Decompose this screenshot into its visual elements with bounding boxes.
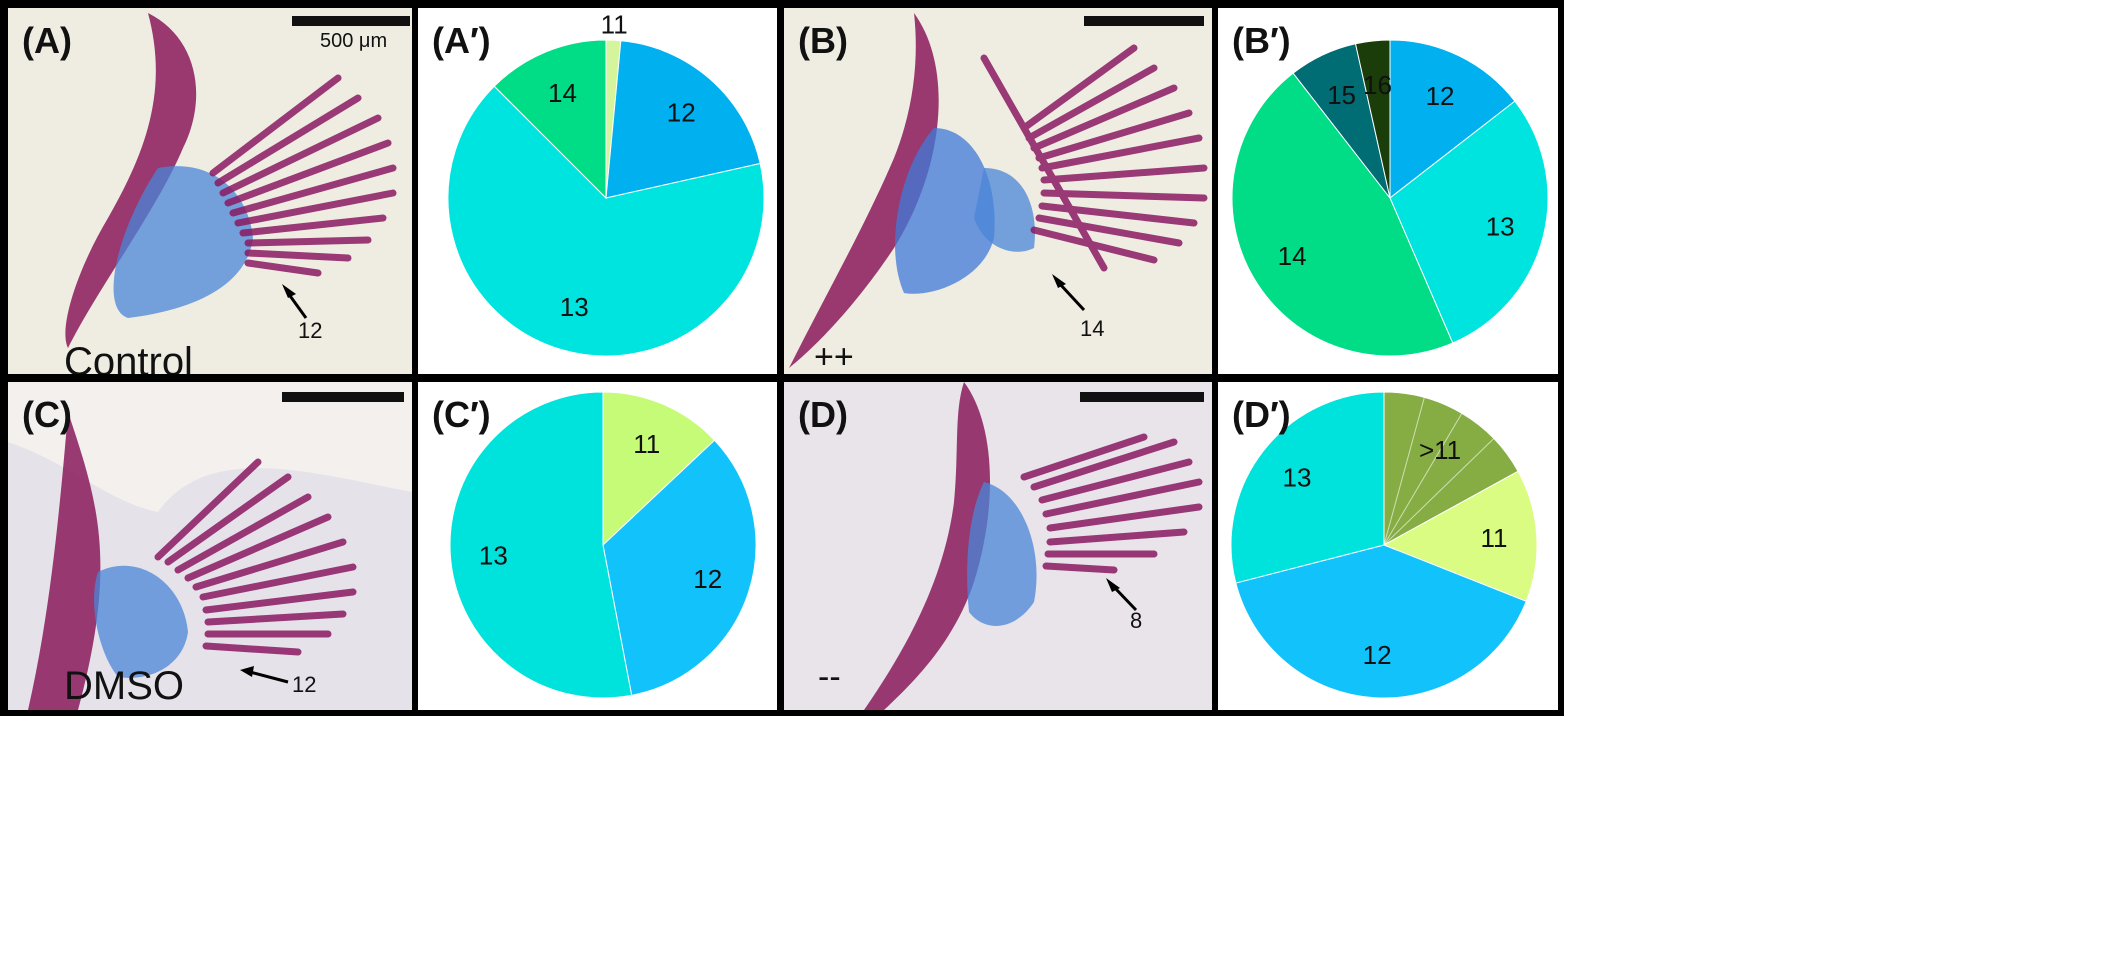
arrow-label: 8 xyxy=(1130,608,1143,633)
panel-label: (D) xyxy=(798,394,848,435)
pie-slice-13 xyxy=(1389,100,1549,344)
pie-slice-14 xyxy=(493,39,607,200)
fin-specimen-image xyxy=(864,382,1203,710)
arrow xyxy=(286,292,308,319)
panel-label: (C) xyxy=(22,394,72,435)
pie-slice-13 xyxy=(449,391,633,699)
pie-slice-label: 12 xyxy=(1426,81,1455,111)
pie-slice-16 xyxy=(1354,39,1391,199)
pie-slice-label: 13 xyxy=(1486,211,1515,241)
bottom-margin xyxy=(0,716,1564,973)
scale-bar xyxy=(1080,392,1204,402)
panel-label: (C′) xyxy=(432,394,491,435)
pie-slice-label: 13 xyxy=(479,540,508,570)
slice-divider xyxy=(1383,438,1495,546)
pie-slice-label: 15 xyxy=(1327,80,1356,110)
panel-label: (A) xyxy=(22,20,72,61)
pie-slice-label: 13 xyxy=(1282,462,1311,492)
panel-a-photo: (A) 500 μm 12 Control xyxy=(8,8,412,374)
pie-slice-12 xyxy=(605,40,761,199)
panel-label: (D′) xyxy=(1232,394,1291,435)
pie-chart: 12 13 14 15 16 xyxy=(1231,39,1549,357)
pie-slice-11 xyxy=(1382,470,1538,602)
pie-chart: 11 12 13 xyxy=(449,391,757,699)
pie-slice-label: 12 xyxy=(693,564,722,594)
slice-divider xyxy=(1383,397,1425,546)
pie-slice-gt11 xyxy=(1383,391,1519,546)
pie-slice-label: 11 xyxy=(601,9,628,39)
pie-chart: 11 12 13 14 xyxy=(447,9,765,357)
panel-label: (B) xyxy=(798,20,848,61)
panel-a-prime-pie: 11 12 13 14 (A′) xyxy=(418,8,777,374)
pie-slice-label: 12 xyxy=(667,98,696,128)
slice-divider xyxy=(1383,413,1463,546)
panel-caption: DMSO xyxy=(64,664,184,708)
pie-slice-12 xyxy=(1389,39,1516,200)
pie-slice-12 xyxy=(602,439,757,696)
arrow-label: 14 xyxy=(1080,316,1105,341)
panel-b-photo: (B) 14 ++ xyxy=(784,8,1212,374)
panel-caption: -- xyxy=(818,658,841,696)
fin-specimen-image xyxy=(8,382,412,710)
pie-slice-12 xyxy=(1235,544,1527,699)
panel-label: (A′) xyxy=(432,20,491,61)
pie-slice-label: >11 xyxy=(1419,435,1461,465)
pie-chart: >11 11 12 13 xyxy=(1230,391,1538,699)
scale-label: 500 μm xyxy=(320,30,388,52)
panel-caption: ++ xyxy=(814,338,854,374)
panel-c-prime-pie: 11 12 13 (C′) xyxy=(418,382,777,710)
pie-slice-label: 16 xyxy=(1363,70,1392,100)
panel-caption: Control xyxy=(64,340,193,374)
arrow-label: 12 xyxy=(292,672,317,697)
fin-specimen-image xyxy=(65,13,397,348)
arrow-label: 12 xyxy=(298,318,323,343)
pie-slice-label: 13 xyxy=(560,292,589,322)
scale-bar xyxy=(282,392,404,402)
scale-bar xyxy=(292,16,410,26)
panel-d-prime-pie: >11 11 12 13 (D′) xyxy=(1218,382,1558,710)
panel-label: (B′) xyxy=(1232,20,1291,61)
pie-slice-11 xyxy=(602,391,716,547)
pie-slice-label: 12 xyxy=(1363,640,1392,670)
fin-specimen-image xyxy=(789,13,1208,368)
pie-slice-label: 11 xyxy=(633,429,660,459)
pie-slice-label: 14 xyxy=(1278,241,1307,271)
scale-bar xyxy=(1084,16,1204,26)
right-margin xyxy=(1564,0,2128,973)
panel-d-photo: (D) 8 -- xyxy=(784,382,1212,710)
pie-slice-14 xyxy=(1231,72,1454,357)
panel-b-prime-pie: 12 13 14 15 16 (B′) xyxy=(1218,8,1558,374)
panel-c-photo: (C) 12 DMSO xyxy=(8,382,412,710)
pie-slice-13 xyxy=(447,85,765,357)
pie-slice-label: 14 xyxy=(548,78,577,108)
pie-slice-label: 11 xyxy=(1480,523,1507,553)
pie-slice-13 xyxy=(1230,391,1385,584)
